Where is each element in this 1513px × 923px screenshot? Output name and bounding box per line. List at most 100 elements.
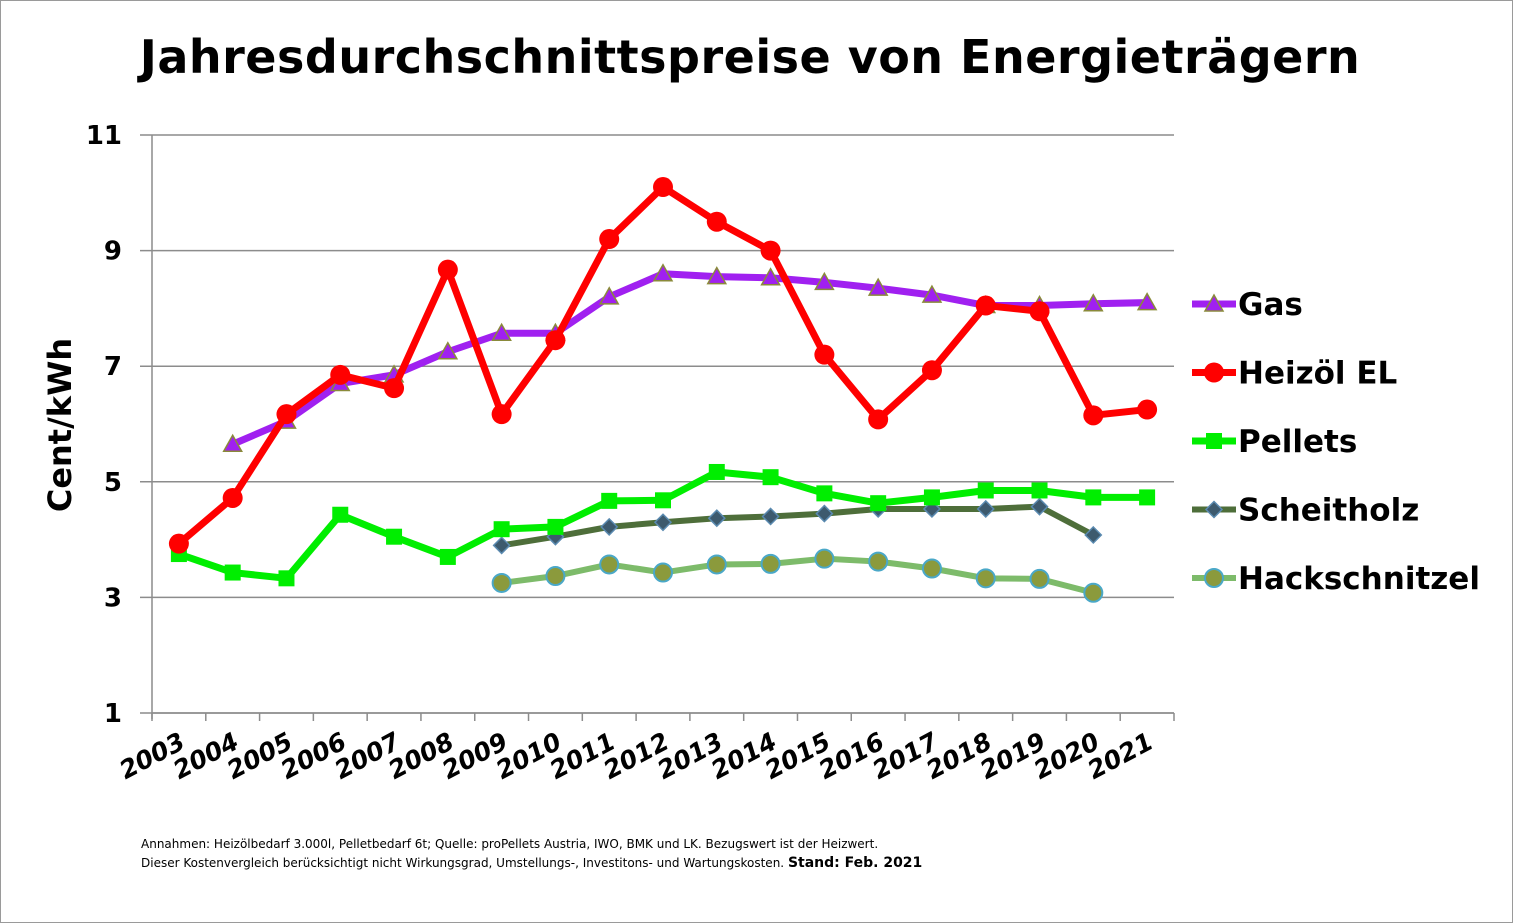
series-lines bbox=[168, 177, 1158, 603]
data-point bbox=[1030, 497, 1049, 516]
legend-item: Pellets bbox=[1192, 424, 1357, 460]
data-point bbox=[330, 364, 351, 385]
data-point bbox=[1085, 489, 1102, 506]
legend-marker bbox=[1203, 293, 1225, 312]
data-point bbox=[706, 211, 727, 232]
data-point bbox=[706, 266, 728, 285]
data-point bbox=[760, 267, 781, 286]
legend: Gas Heizöl EL Pellets Scheitholz Hackschnitz… bbox=[1192, 287, 1480, 597]
data-point bbox=[222, 487, 243, 508]
data-point bbox=[1139, 489, 1156, 506]
legend-marker bbox=[1206, 433, 1222, 449]
data-point bbox=[921, 360, 942, 381]
data-point bbox=[547, 518, 564, 535]
legend-item: Hackschnitzel bbox=[1192, 561, 1480, 597]
data-point bbox=[222, 433, 243, 452]
data-point bbox=[1084, 525, 1103, 545]
data-point bbox=[599, 229, 620, 250]
data-point bbox=[1137, 399, 1158, 420]
data-point bbox=[384, 378, 405, 399]
data-point bbox=[653, 513, 673, 532]
data-point bbox=[921, 284, 943, 303]
data-point bbox=[386, 528, 403, 545]
legend-label: Hackschnitzel bbox=[1238, 561, 1480, 597]
data-point bbox=[1029, 301, 1050, 322]
series-0 bbox=[222, 263, 1158, 452]
series-1 bbox=[168, 177, 1158, 554]
data-point bbox=[868, 551, 889, 572]
series-line bbox=[498, 503, 1097, 549]
data-point bbox=[814, 344, 835, 365]
legend-item: Heizöl EL bbox=[1192, 356, 1397, 392]
data-point bbox=[493, 521, 510, 538]
data-point bbox=[760, 553, 781, 574]
y-tick-labels: 1 3 5 7 9 11 bbox=[86, 121, 122, 729]
data-point bbox=[1031, 482, 1048, 499]
data-point bbox=[975, 568, 996, 589]
legend-marker bbox=[1204, 500, 1224, 519]
data-point bbox=[601, 492, 618, 509]
data-point bbox=[976, 499, 995, 519]
data-point bbox=[762, 469, 779, 486]
data-point bbox=[655, 492, 671, 509]
series-2 bbox=[170, 463, 1156, 587]
data-point bbox=[1083, 405, 1104, 426]
data-point bbox=[977, 482, 994, 499]
data-point bbox=[492, 536, 511, 555]
y-tick-label: 7 bbox=[104, 352, 122, 382]
data-point bbox=[653, 562, 673, 583]
data-point bbox=[816, 485, 833, 502]
data-point bbox=[868, 409, 889, 430]
data-point bbox=[652, 263, 674, 282]
legend-item: Scheitholz bbox=[1192, 493, 1419, 529]
data-point bbox=[545, 566, 566, 587]
data-point bbox=[437, 341, 459, 360]
x-tick-labels: 2003200420052006200720082009201020112012… bbox=[115, 726, 1158, 785]
footnote: Annahmen: Heizölbedarf 3.000l, Pelletbed… bbox=[141, 835, 922, 873]
data-point bbox=[761, 507, 780, 526]
data-point bbox=[814, 271, 835, 291]
data-point bbox=[332, 506, 349, 523]
data-point bbox=[707, 509, 726, 528]
legend-marker bbox=[1204, 362, 1224, 383]
data-point bbox=[599, 554, 620, 575]
data-point bbox=[1029, 568, 1050, 589]
data-point bbox=[706, 554, 727, 575]
series-3 bbox=[492, 497, 1103, 555]
legend-marker bbox=[1204, 568, 1224, 588]
axes bbox=[151, 135, 1175, 721]
data-point bbox=[1083, 293, 1104, 312]
data-point bbox=[923, 489, 940, 506]
legend-label: Pellets bbox=[1238, 424, 1357, 460]
data-point bbox=[224, 564, 241, 581]
y-tick-label: 1 bbox=[104, 699, 122, 729]
footnote-line-1: Annahmen: Heizölbedarf 3.000l, Pelletbed… bbox=[141, 837, 879, 851]
data-point bbox=[439, 548, 456, 565]
data-point bbox=[921, 558, 942, 579]
data-point bbox=[870, 495, 887, 512]
data-point bbox=[975, 295, 996, 316]
data-point bbox=[545, 330, 566, 351]
y-tick-label: 5 bbox=[104, 468, 122, 498]
data-point bbox=[491, 404, 512, 425]
footnote-stand: Stand: Feb. 2021 bbox=[787, 855, 923, 871]
footnote-line-2: Dieser Kostenvergleich berücksichtigt ni… bbox=[141, 856, 785, 870]
chart-title: Jahresdurchschnittspreise von Energieträ… bbox=[139, 30, 1361, 84]
data-point bbox=[491, 322, 512, 342]
data-point bbox=[168, 533, 189, 554]
legend-label: Gas bbox=[1238, 287, 1303, 323]
data-point bbox=[867, 277, 889, 296]
data-point bbox=[278, 570, 295, 587]
legend-item: Gas bbox=[1192, 287, 1303, 323]
series-line bbox=[498, 555, 1097, 596]
series-4 bbox=[491, 548, 1104, 603]
data-point bbox=[437, 259, 458, 280]
data-point bbox=[815, 504, 834, 523]
gridlines bbox=[140, 134, 1174, 714]
legend-label: Scheitholz bbox=[1238, 493, 1419, 529]
y-tick-label: 3 bbox=[104, 583, 122, 613]
legend-label: Heizöl EL bbox=[1238, 356, 1397, 392]
data-point bbox=[1136, 292, 1158, 311]
data-point bbox=[1083, 582, 1104, 603]
